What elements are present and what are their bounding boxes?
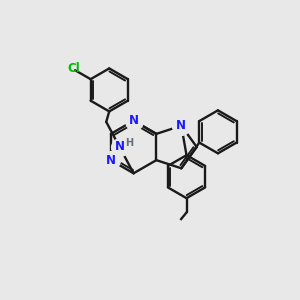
Text: N: N [115,140,124,153]
Text: N: N [106,154,116,167]
Text: H: H [125,138,133,148]
Text: N: N [176,119,186,132]
Text: N: N [129,114,139,127]
Text: Cl: Cl [67,62,80,75]
